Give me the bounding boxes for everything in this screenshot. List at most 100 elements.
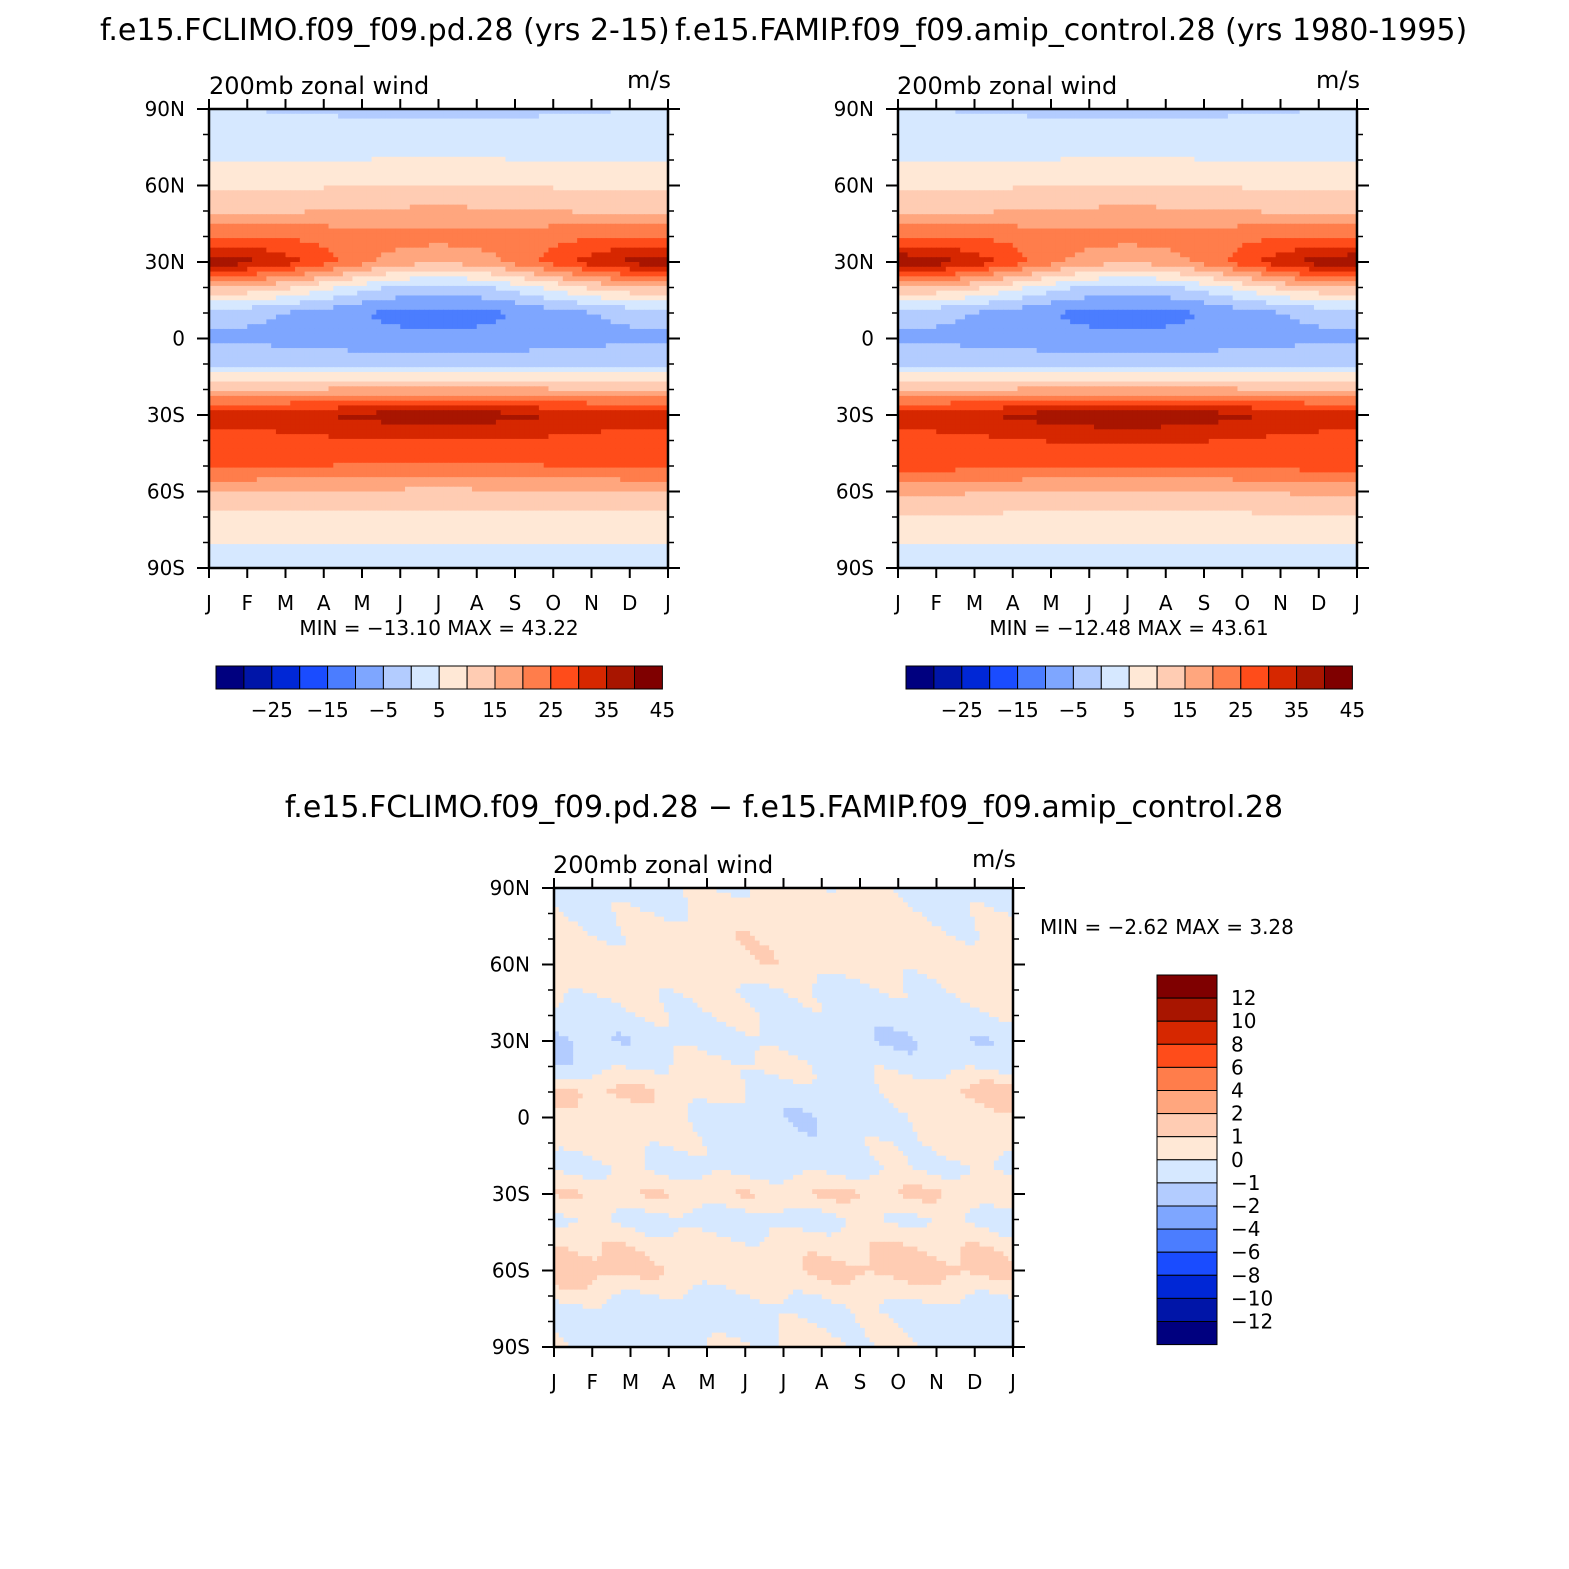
- climo-cell: [391, 229, 396, 234]
- climo-cell: [367, 142, 372, 147]
- climo-cell: [596, 200, 601, 205]
- climo-cell: [515, 257, 520, 262]
- climo-cell: [635, 219, 640, 224]
- climo-cell: [367, 205, 372, 210]
- climo-cell: [357, 209, 362, 214]
- climo-cell: [372, 138, 377, 143]
- climo-cell: [266, 157, 271, 162]
- climo-cell: [558, 219, 563, 224]
- climo-cell: [348, 162, 353, 167]
- climo-cell: [458, 142, 463, 147]
- climo-cell: [649, 147, 654, 152]
- climo-cell: [458, 195, 463, 200]
- climo-cell: [520, 166, 525, 171]
- climo-cell: [658, 142, 663, 147]
- climo-cell: [290, 238, 295, 243]
- climo-cell: [247, 248, 252, 253]
- climo-cell: [486, 229, 491, 234]
- climo-cell: [257, 272, 262, 277]
- climo-cell: [448, 267, 453, 272]
- climo-cell: [644, 238, 649, 243]
- climo-cell: [247, 190, 252, 195]
- climo-cell: [448, 200, 453, 205]
- climo-cell: [582, 133, 587, 138]
- climo-cell: [405, 166, 410, 171]
- climo-cell: [238, 123, 243, 128]
- climo-cell: [491, 190, 496, 195]
- climo-cell: [343, 252, 348, 257]
- climo-cell: [558, 138, 563, 143]
- climo-cell: [491, 133, 496, 138]
- climo-cell: [467, 171, 472, 176]
- climo-cell: [314, 181, 319, 186]
- climo-cell: [477, 186, 482, 191]
- climo-cell: [568, 200, 573, 205]
- climo-cell: [658, 176, 663, 181]
- climo-cell: [462, 171, 467, 176]
- climo-cell: [491, 262, 496, 267]
- climo-cell: [635, 166, 640, 171]
- climo-cell: [649, 152, 654, 157]
- climo-cell: [587, 119, 592, 124]
- climo-cell: [434, 162, 439, 167]
- climo-cell: [477, 248, 482, 253]
- climo-cell: [611, 267, 616, 272]
- climo-cell: [242, 229, 247, 234]
- climo-cell: [305, 157, 310, 162]
- climo-cell: [606, 123, 611, 128]
- climo-cell: [419, 123, 424, 128]
- climo-cell: [606, 229, 611, 234]
- climo-cell: [568, 142, 573, 147]
- climo-cell: [276, 157, 281, 162]
- climo-cell: [276, 200, 281, 205]
- climo-cell: [376, 114, 381, 119]
- climo-cell: [238, 209, 243, 214]
- climo-cell: [601, 224, 606, 229]
- climo-cell: [544, 205, 549, 210]
- climo-cell: [515, 128, 520, 133]
- climo-cell: [606, 243, 611, 248]
- climo-cell: [276, 229, 281, 234]
- climo-cell: [534, 248, 539, 253]
- climo-cell: [596, 224, 601, 229]
- climo-cell: [491, 195, 496, 200]
- climo-cell: [295, 252, 300, 257]
- climo-cell: [262, 219, 267, 224]
- climo-cell: [309, 262, 314, 267]
- climo-cell: [649, 114, 654, 119]
- climo-cell: [252, 205, 257, 210]
- climo-cell: [639, 186, 644, 191]
- climo-cell: [563, 162, 568, 167]
- climo-cell: [329, 214, 334, 219]
- climo-cell: [529, 133, 534, 138]
- climo-cell: [654, 190, 659, 195]
- climo-cell: [482, 171, 487, 176]
- climo-cell: [462, 252, 467, 257]
- climo-cell: [615, 243, 620, 248]
- climo-cell: [544, 114, 549, 119]
- climo-cell: [252, 248, 257, 253]
- climo-cell: [300, 205, 305, 210]
- climo-cell: [558, 267, 563, 272]
- climo-cell: [400, 157, 405, 162]
- climo-cell: [357, 200, 362, 205]
- climo-cell: [429, 114, 434, 119]
- climo-cell: [520, 205, 525, 210]
- climo-cell: [491, 219, 496, 224]
- climo-cell: [391, 238, 396, 243]
- climo-cell: [290, 267, 295, 272]
- climo-cell: [601, 257, 606, 262]
- climo-cell: [309, 252, 314, 257]
- climo-cell: [654, 152, 659, 157]
- climo-cell: [563, 205, 568, 210]
- climo-cell: [343, 195, 348, 200]
- climo-cell: [510, 248, 515, 253]
- climo-cell: [582, 252, 587, 257]
- climo-cell: [333, 142, 338, 147]
- climo-cell: [582, 190, 587, 195]
- climo-cell: [419, 176, 424, 181]
- climo-cell: [582, 257, 587, 262]
- climo-cell: [520, 219, 525, 224]
- climo-cell: [649, 166, 654, 171]
- climo-cell: [577, 214, 582, 219]
